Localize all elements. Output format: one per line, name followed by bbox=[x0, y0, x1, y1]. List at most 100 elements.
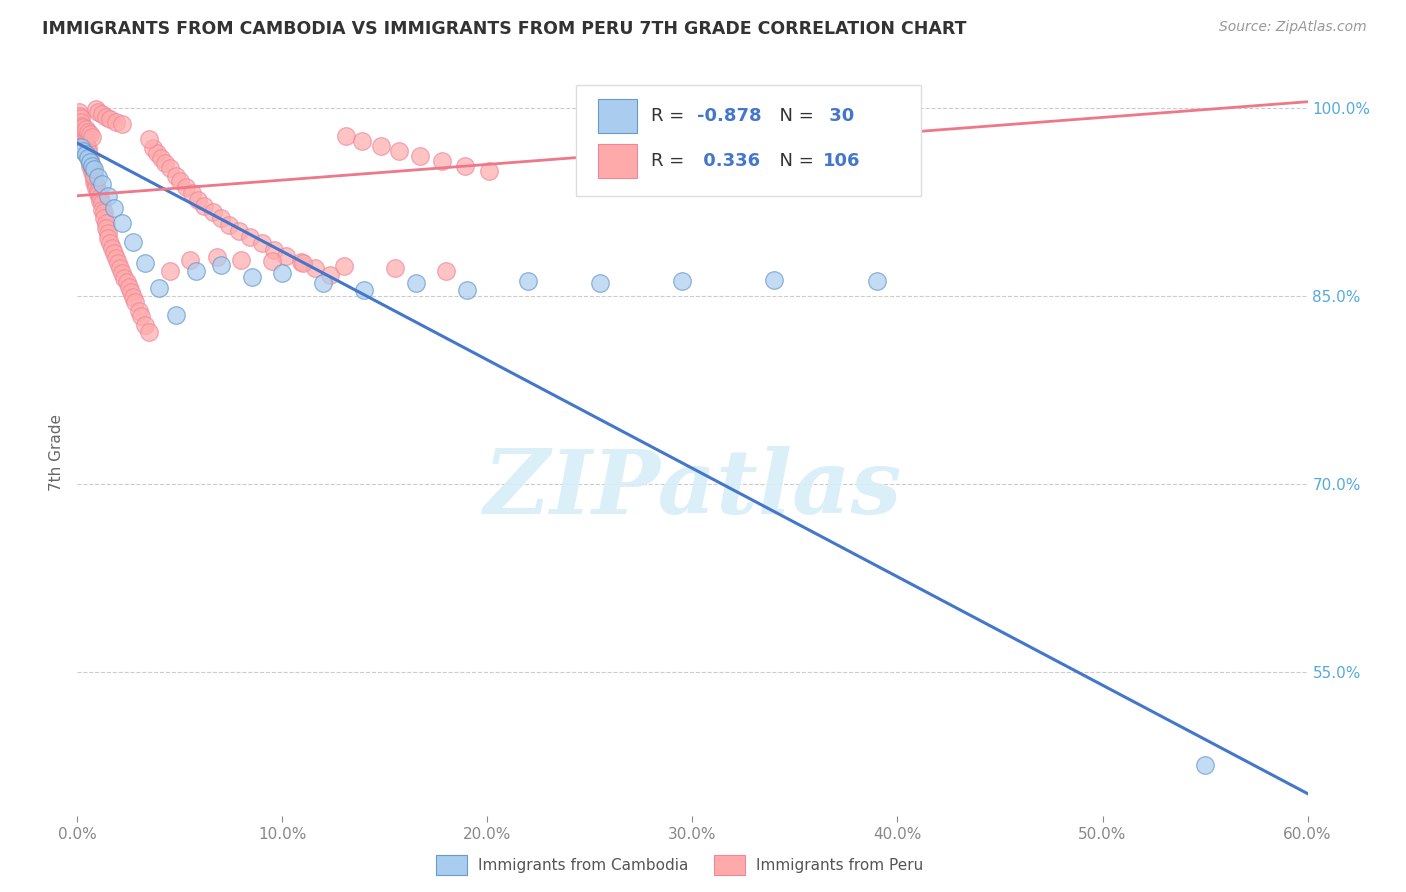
Point bbox=[94, 221, 117, 235]
Text: Immigrants from Peru: Immigrants from Peru bbox=[756, 858, 924, 872]
Point bbox=[517, 274, 540, 288]
Text: N =: N = bbox=[768, 107, 820, 125]
Text: -0.878: -0.878 bbox=[697, 107, 762, 125]
Point bbox=[79, 154, 101, 169]
Point bbox=[70, 119, 93, 133]
Text: R =: R = bbox=[651, 152, 690, 169]
Point bbox=[121, 235, 143, 249]
Point bbox=[228, 224, 250, 238]
Point bbox=[138, 132, 160, 146]
Point bbox=[83, 168, 105, 182]
Point bbox=[181, 186, 204, 201]
Point bbox=[83, 171, 105, 186]
Point bbox=[201, 205, 224, 219]
Point bbox=[83, 169, 105, 183]
Point bbox=[98, 236, 121, 251]
Point bbox=[405, 277, 427, 291]
Text: IMMIGRANTS FROM CAMBODIA VS IMMIGRANTS FROM PERU 7TH GRADE CORRELATION CHART: IMMIGRANTS FROM CAMBODIA VS IMMIGRANTS F… bbox=[42, 20, 967, 37]
Point bbox=[93, 211, 115, 226]
Text: R =: R = bbox=[651, 107, 690, 125]
Point bbox=[250, 236, 273, 251]
Point bbox=[150, 151, 173, 165]
Point bbox=[134, 256, 156, 270]
Point bbox=[72, 144, 94, 158]
Point bbox=[79, 154, 101, 169]
Point bbox=[352, 134, 374, 148]
Point bbox=[87, 184, 110, 198]
Point bbox=[93, 205, 115, 219]
Y-axis label: 7th Grade: 7th Grade bbox=[49, 414, 65, 491]
Point bbox=[1194, 757, 1216, 772]
Point bbox=[87, 104, 110, 119]
Text: 0.336: 0.336 bbox=[697, 152, 761, 169]
Point bbox=[409, 148, 432, 162]
Point bbox=[335, 128, 357, 143]
Point bbox=[83, 175, 105, 189]
Point bbox=[114, 271, 136, 285]
Point bbox=[239, 230, 262, 244]
Point bbox=[866, 274, 889, 288]
Point bbox=[187, 193, 209, 207]
Point bbox=[111, 216, 134, 230]
Point bbox=[87, 169, 110, 184]
Point bbox=[290, 255, 312, 269]
Point bbox=[72, 125, 94, 139]
Point bbox=[72, 120, 94, 134]
Point bbox=[218, 218, 240, 232]
Point bbox=[79, 128, 101, 142]
Point bbox=[75, 122, 97, 136]
Point bbox=[240, 270, 263, 285]
Point bbox=[80, 129, 103, 144]
Point bbox=[209, 258, 232, 272]
Point bbox=[67, 104, 90, 119]
Point bbox=[90, 202, 114, 217]
Point bbox=[353, 283, 375, 297]
Point bbox=[72, 128, 94, 143]
Point bbox=[128, 304, 150, 318]
Point bbox=[432, 153, 454, 168]
Point bbox=[75, 147, 97, 161]
Point bbox=[159, 161, 181, 176]
Point bbox=[89, 194, 111, 208]
Point bbox=[90, 196, 114, 211]
Point bbox=[318, 268, 340, 282]
Point bbox=[83, 162, 105, 177]
Point bbox=[111, 267, 134, 281]
Point bbox=[80, 165, 103, 179]
Point bbox=[124, 295, 146, 310]
Point bbox=[129, 309, 152, 323]
Point bbox=[105, 252, 128, 266]
Point bbox=[138, 326, 160, 340]
Point bbox=[70, 140, 93, 154]
Point bbox=[107, 256, 129, 270]
Point bbox=[94, 110, 117, 124]
Point bbox=[97, 227, 120, 241]
Point bbox=[454, 159, 477, 173]
Text: N =: N = bbox=[768, 152, 820, 169]
Point bbox=[291, 256, 314, 270]
Point bbox=[72, 121, 94, 136]
Point bbox=[155, 156, 177, 170]
Point bbox=[80, 159, 103, 173]
Point bbox=[115, 275, 138, 289]
Point bbox=[276, 249, 298, 263]
Point bbox=[763, 273, 786, 287]
Text: 30: 30 bbox=[823, 107, 853, 125]
Point bbox=[165, 169, 187, 183]
Point bbox=[456, 283, 478, 297]
Point bbox=[101, 241, 124, 255]
Point bbox=[146, 146, 169, 161]
Point bbox=[436, 264, 458, 278]
Point bbox=[70, 111, 93, 125]
Point bbox=[304, 261, 326, 276]
Point bbox=[75, 135, 97, 149]
Text: ZIPatlas: ZIPatlas bbox=[484, 446, 901, 533]
Point bbox=[76, 125, 98, 139]
Point bbox=[271, 267, 294, 281]
Point bbox=[231, 252, 253, 267]
Point bbox=[671, 274, 693, 288]
Point bbox=[90, 107, 114, 121]
Point bbox=[70, 115, 93, 129]
Point bbox=[80, 161, 103, 176]
Text: Immigrants from Cambodia: Immigrants from Cambodia bbox=[478, 858, 689, 872]
